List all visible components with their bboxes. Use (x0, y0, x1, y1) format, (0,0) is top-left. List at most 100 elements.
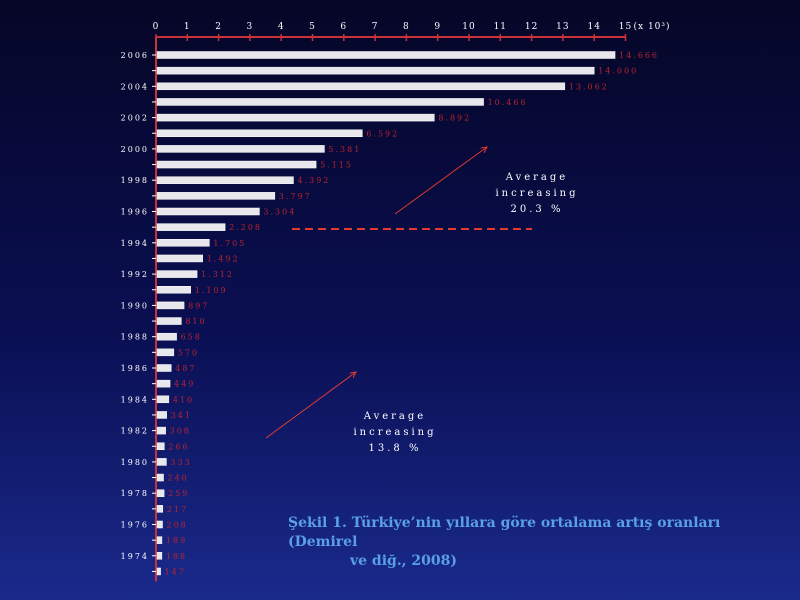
year-label-1998: 1998 (121, 176, 149, 185)
value-label-1974: 188 (166, 552, 187, 561)
bar-1993 (156, 254, 203, 263)
year-label-1992: 1992 (121, 270, 149, 279)
value-label-1977: 217 (167, 505, 188, 514)
value-label-2002: 8.892 (438, 114, 471, 123)
bar-1978 (156, 489, 165, 497)
value-label-1981: 266 (168, 442, 189, 451)
bar-1995 (156, 223, 226, 231)
bar-1980 (156, 458, 167, 466)
bar-1989 (156, 317, 182, 325)
year-label-1974: 1974 (121, 552, 149, 561)
value-label-1987: 570 (178, 348, 199, 357)
annotation-upper-line3: 20.3 % (510, 204, 564, 215)
value-label-1994: 1.705 (213, 239, 246, 248)
value-label-1999: 5.115 (320, 161, 353, 170)
value-label-2006: 14.666 (619, 51, 659, 60)
x-tick-label: 3 (247, 22, 254, 32)
year-label-1996: 1996 (121, 208, 149, 217)
annotation-upper: Average increasing 20.3 % (482, 170, 592, 218)
year-label-1994: 1994 (121, 239, 149, 248)
annotation-lower: Average increasing 13.8 % (340, 409, 450, 457)
value-label-2001: 6.592 (366, 129, 399, 138)
annotation-lower-line2: increasing (353, 427, 437, 438)
figure-caption: Şekil 1. Türkiye’nin yıllara göre ortala… (288, 514, 758, 571)
year-label-1988: 1988 (121, 333, 149, 342)
value-label-1984: 410 (173, 395, 194, 404)
caption-line1: Şekil 1. Türkiye’nin yıllara göre ortala… (288, 515, 721, 550)
bar-1976 (156, 520, 163, 529)
year-label-2006: 2006 (121, 51, 149, 60)
bar-2000 (156, 145, 325, 153)
x-tick-label: 15 (619, 22, 632, 32)
bar-1998 (156, 176, 294, 184)
value-label-1986: 487 (175, 364, 196, 373)
year-label-1978: 1978 (121, 489, 149, 498)
x-tick-label: 0 (153, 22, 160, 32)
annotation-lower-line1: Average (363, 411, 427, 422)
bar-1981 (156, 442, 165, 450)
bar-1983 (156, 411, 167, 419)
value-label-1973: 147 (165, 567, 186, 576)
bar-1997 (156, 192, 276, 200)
year-label-1984: 1984 (121, 395, 149, 404)
year-label-2004: 2004 (121, 82, 149, 91)
caption-line2: ve diğ., 2008) (350, 553, 458, 569)
bar-1994 (156, 239, 210, 247)
value-label-1982: 308 (170, 427, 191, 436)
x-tick-label: 7 (372, 22, 379, 32)
value-label-1980: 333 (170, 458, 191, 467)
bar-1977 (156, 505, 164, 513)
annotation-upper-line2: increasing (495, 188, 579, 199)
bar-1979 (156, 473, 164, 482)
value-label-1993: 1.492 (207, 254, 240, 263)
bar-1996 (156, 207, 260, 216)
bar-1973 (156, 567, 161, 576)
value-label-1985: 449 (174, 380, 195, 389)
year-label-2000: 2000 (121, 145, 149, 154)
bar-1985 (156, 379, 171, 388)
bar-2002 (156, 113, 435, 122)
value-label-2005: 14.000 (598, 67, 638, 76)
value-label-1997: 3.797 (279, 192, 312, 201)
value-label-2004: 13.062 (569, 82, 609, 91)
bar-1986 (156, 364, 172, 372)
bar-1974 (156, 552, 163, 560)
year-label-1986: 1986 (121, 364, 149, 373)
bar-2005 (156, 66, 595, 75)
x-tick-label: 11 (494, 22, 507, 32)
trend-arrow-upper (394, 147, 487, 215)
value-label-2003: 10.466 (488, 98, 528, 107)
x-tick-label: 1 (184, 22, 191, 32)
bar-2004 (156, 82, 566, 91)
bar-1990 (156, 301, 185, 310)
x-tick-label: 13 (556, 22, 569, 32)
value-label-1988: 658 (181, 333, 202, 342)
value-label-1995: 2.208 (229, 223, 262, 232)
year-label-1982: 1982 (121, 427, 149, 436)
annotation-lower-line3: 13.8 % (368, 443, 422, 454)
x-tick-label: 5 (309, 22, 316, 32)
x-tick-label: 10 (462, 22, 475, 32)
value-label-1978: 259 (168, 489, 189, 498)
x-tick-label: 6 (340, 22, 347, 32)
x-axis-unit-label: (x 10³) (634, 21, 671, 32)
bar-1991 (156, 286, 191, 294)
x-tick-label: 8 (403, 22, 410, 32)
bar-1988 (156, 332, 177, 341)
bar-1992 (156, 270, 198, 278)
value-label-1998: 4.392 (297, 176, 330, 185)
year-label-1976: 1976 (121, 521, 149, 530)
year-label-2002: 2002 (121, 114, 149, 123)
bar-1987 (156, 348, 175, 357)
year-label-1990: 1990 (121, 301, 149, 310)
bar-1975 (156, 536, 163, 544)
bar-2003 (156, 98, 484, 106)
bar-1999 (156, 160, 317, 169)
value-label-2000: 5.381 (328, 145, 361, 154)
year-label-1980: 1980 (121, 458, 149, 467)
value-label-1976: 208 (167, 521, 188, 530)
trend-arrow-lower (265, 372, 356, 439)
x-tick-label: 12 (525, 22, 538, 32)
bar-1982 (156, 426, 166, 435)
